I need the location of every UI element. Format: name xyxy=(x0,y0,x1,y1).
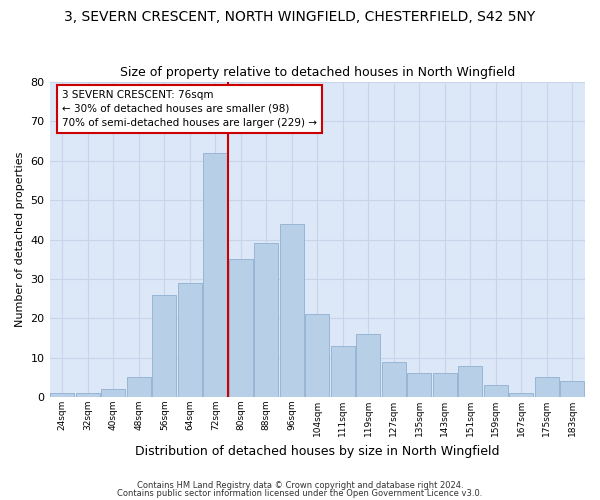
Bar xyxy=(76,393,100,397)
Bar xyxy=(280,224,304,397)
Bar xyxy=(229,259,253,397)
Text: Contains public sector information licensed under the Open Government Licence v3: Contains public sector information licen… xyxy=(118,488,482,498)
Bar xyxy=(560,382,584,397)
Bar xyxy=(178,283,202,397)
Bar xyxy=(101,389,125,397)
Bar xyxy=(433,374,457,397)
Bar xyxy=(356,334,380,397)
Title: Size of property relative to detached houses in North Wingfield: Size of property relative to detached ho… xyxy=(119,66,515,80)
Bar xyxy=(50,393,74,397)
Bar xyxy=(484,385,508,397)
Bar xyxy=(382,362,406,397)
Bar xyxy=(509,393,533,397)
Bar xyxy=(535,378,559,397)
Bar xyxy=(305,314,329,397)
Bar xyxy=(458,366,482,397)
Text: Contains HM Land Registry data © Crown copyright and database right 2024.: Contains HM Land Registry data © Crown c… xyxy=(137,481,463,490)
Text: 3, SEVERN CRESCENT, NORTH WINGFIELD, CHESTERFIELD, S42 5NY: 3, SEVERN CRESCENT, NORTH WINGFIELD, CHE… xyxy=(64,10,536,24)
Bar xyxy=(203,153,227,397)
X-axis label: Distribution of detached houses by size in North Wingfield: Distribution of detached houses by size … xyxy=(135,444,500,458)
Bar xyxy=(152,294,176,397)
Text: 3 SEVERN CRESCENT: 76sqm
← 30% of detached houses are smaller (98)
70% of semi-d: 3 SEVERN CRESCENT: 76sqm ← 30% of detach… xyxy=(62,90,317,128)
Bar xyxy=(127,378,151,397)
Y-axis label: Number of detached properties: Number of detached properties xyxy=(15,152,25,327)
Bar xyxy=(407,374,431,397)
Bar xyxy=(331,346,355,397)
Bar xyxy=(254,244,278,397)
